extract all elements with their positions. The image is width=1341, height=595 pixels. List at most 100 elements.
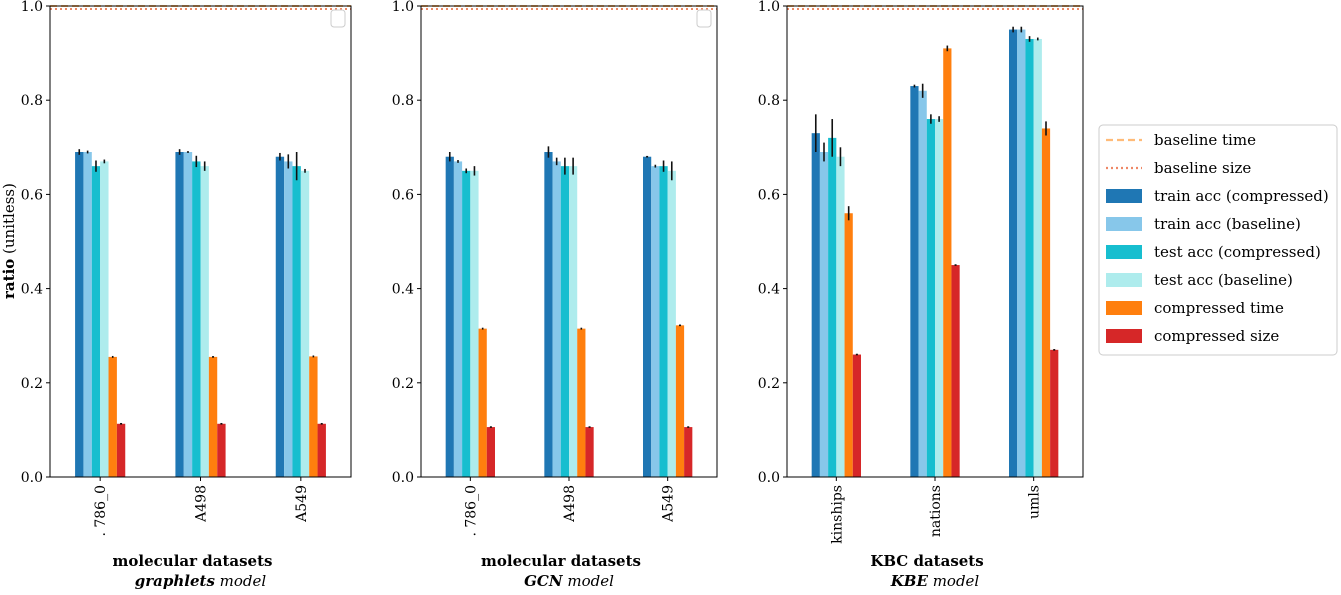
x-tick-label-nations: nations (928, 485, 944, 537)
model-subtitle: KBE model (890, 572, 980, 590)
bar-train-acc-baseline-a549 (284, 161, 293, 477)
bar-compressed-time-a549 (675, 325, 685, 477)
subplot-1: 0.0 0.2 0.4 0.6 0.8 1.0 . 786_0 A498 A549 molecul… (21, 0, 352, 590)
y-tick-label: 0.0 (758, 470, 780, 486)
bar-test-acc-compressed-786-0 (462, 170, 471, 477)
y-tick-label: 1.0 (392, 0, 414, 15)
bar-test-acc-compressed-a549 (292, 166, 301, 477)
x-tick-label-a498: A498 (562, 485, 578, 523)
bar-train-acc-compressed-nations (910, 86, 919, 477)
bar-test-acc-baseline-a549 (300, 170, 310, 477)
bar-test-acc-compressed-a498 (192, 161, 201, 477)
bar-test-acc-compressed-kinships (828, 137, 837, 477)
bar-train-acc-compressed-kinships (811, 133, 820, 478)
bar-train-acc-baseline-a549 (651, 166, 660, 477)
bar-compressed-size-nations (951, 265, 960, 477)
bar-test-acc-compressed-786-0 (91, 166, 101, 477)
legend-baseline-size-label: baseline size (1154, 159, 1251, 177)
bar-train-acc-compressed-a549 (275, 156, 285, 477)
bar-train-acc-baseline-kinships (819, 152, 829, 477)
y-tick-label: 0.4 (392, 282, 414, 298)
x-tick-label-a549: A549 (661, 485, 677, 523)
y-tick-label: 1.0 (758, 0, 780, 15)
subplot-3: 0.0 0.2 0.4 0.6 0.8 1.0 kinships nations umls KBC… (758, 0, 1084, 590)
legend-baseline-time-label: baseline time (1154, 131, 1256, 149)
subplot-2: 0.0 0.2 0.4 0.6 0.8 1.0 . 786_0 A498 A549 molecul… (392, 0, 718, 590)
bar-test-acc-baseline-a498 (200, 166, 209, 477)
bar-test-acc-baseline-umls (1033, 38, 1042, 477)
bar-compressed-time-786-0 (478, 328, 487, 477)
legend-compressed-size-label: compressed size (1154, 327, 1279, 345)
bar-train-acc-compressed-a549 (643, 156, 652, 477)
bar-test-acc-baseline-a498 (569, 166, 578, 477)
bar-test-acc-compressed-a549 (659, 166, 668, 477)
y-tick-label: 0.8 (758, 93, 780, 109)
legend-test-acc-compressed-swatch (1106, 245, 1142, 259)
bar-compressed-size-kinships (852, 354, 861, 477)
legend-train-acc-baseline-label: train acc (baseline) (1154, 215, 1301, 233)
x-tick-label-kinships: kinships (829, 485, 845, 544)
legend-test-acc-baseline-label: test acc (baseline) (1154, 271, 1293, 289)
bar-train-acc-baseline-786-0 (453, 161, 463, 477)
bar-train-acc-baseline-umls (1017, 29, 1026, 478)
bar-compressed-size-a498 (217, 423, 226, 477)
y-tick-label: 0.2 (758, 376, 780, 392)
y-tick-label: 0.6 (392, 187, 414, 203)
bar-compressed-size-786-0 (116, 423, 126, 477)
bar-test-acc-compressed-nations (926, 119, 935, 477)
bar-test-acc-baseline-kinships (836, 156, 845, 477)
bar-train-acc-compressed-786-0 (75, 152, 84, 477)
legend-compressed-size-swatch (1106, 329, 1142, 343)
legend-train-acc-baseline-swatch (1106, 217, 1142, 231)
legend: baseline time baseline size train acc (com… (1098, 124, 1338, 356)
bar-compressed-size-a498 (585, 427, 594, 477)
x-tick-label-a549: A549 (294, 485, 310, 523)
bar-compressed-size-a549 (317, 423, 326, 477)
legend-train-acc-compressed-label: train acc (compressed) (1154, 187, 1329, 205)
bar-compressed-time-a498 (577, 328, 586, 477)
model-subtitle: GCN model (524, 572, 614, 590)
x-tick-label-786-0: . 786_0 (463, 485, 479, 537)
y-tick-label: 0.0 (392, 470, 414, 486)
model-subtitle: graphlets model (135, 572, 267, 590)
y-tick-label: 0.8 (392, 93, 414, 109)
bar-compressed-size-umls (1050, 349, 1059, 477)
y-tick-label: 0.8 (21, 93, 43, 109)
y-axis-label: ratio (unitless) (0, 183, 18, 299)
y-tick-label: 1.0 (21, 0, 43, 15)
bar-test-acc-baseline-786-0 (470, 170, 479, 477)
bar-train-acc-compressed-a498 (544, 152, 553, 477)
legend-train-acc-compressed-swatch (1106, 189, 1142, 203)
bar-test-acc-compressed-umls (1025, 38, 1034, 477)
legend-compressed-time-swatch (1106, 301, 1142, 315)
bar-train-acc-compressed-786-0 (445, 156, 454, 477)
bar-train-acc-baseline-nations (918, 90, 927, 477)
bar-train-acc-baseline-a498 (183, 152, 193, 477)
legend-frame (1098, 124, 1338, 356)
bar-train-acc-baseline-786-0 (83, 152, 92, 477)
bar-test-acc-baseline-a549 (667, 170, 676, 477)
legend-compressed-time-label: compressed time (1154, 299, 1284, 317)
y-tick-label: 0.6 (21, 187, 43, 203)
y-tick-label: 0.4 (21, 282, 43, 298)
x-tick-label-786-0: . 786_0 (93, 485, 109, 537)
bar-compressed-time-umls (1041, 128, 1051, 477)
empty-legend-box (696, 9, 712, 28)
bar-test-acc-compressed-a498 (560, 166, 569, 477)
y-tick-label: 0.0 (21, 470, 43, 486)
x-axis-label: molecular datasets (481, 552, 641, 570)
bar-test-acc-baseline-786-0 (100, 161, 109, 477)
legend-test-acc-baseline-swatch (1106, 273, 1142, 287)
y-tick-label: 0.4 (758, 282, 780, 298)
bar-train-acc-compressed-a498 (175, 152, 184, 477)
bar-train-acc-compressed-umls (1009, 29, 1018, 478)
bar-compressed-size-a549 (684, 427, 693, 477)
x-axis-label: molecular datasets (113, 552, 273, 570)
empty-legend-box (330, 9, 346, 28)
y-tick-label: 0.6 (758, 187, 780, 203)
bar-compressed-time-786-0 (108, 356, 117, 477)
bar-compressed-time-nations (943, 48, 952, 477)
x-tick-label-umls: umls (1027, 485, 1043, 519)
legend-test-acc-compressed-label: test acc (compressed) (1154, 243, 1321, 261)
